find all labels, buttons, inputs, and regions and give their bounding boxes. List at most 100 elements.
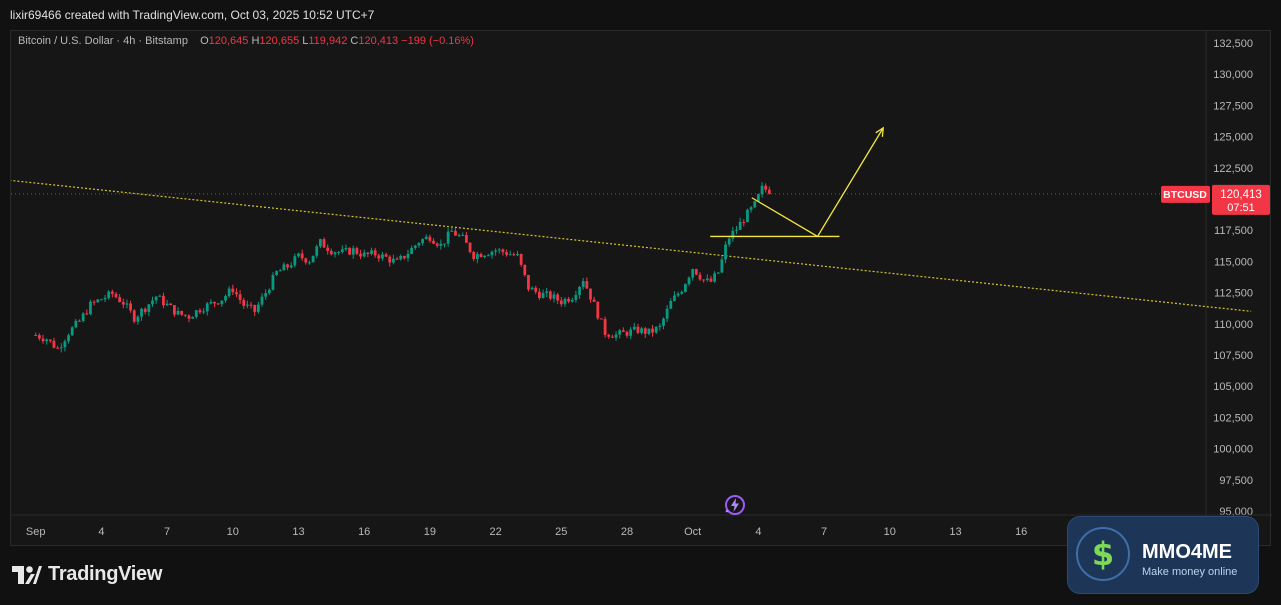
candle-body (607, 334, 611, 337)
candle (749, 206, 753, 213)
candle-body (753, 201, 757, 208)
candle-body (611, 336, 614, 338)
tradingview-logo-icon (12, 565, 42, 584)
candle (140, 307, 143, 321)
candle (271, 272, 275, 291)
candle-body (534, 287, 538, 292)
candle-body (355, 248, 359, 254)
candle-body (162, 295, 165, 306)
candle (621, 327, 625, 332)
candle-body (205, 303, 209, 312)
candle (636, 323, 640, 335)
candle-body (475, 254, 479, 260)
candle (180, 310, 184, 316)
candle (213, 301, 216, 308)
candle-body (92, 301, 96, 303)
lightning-boost-icon[interactable] (724, 494, 746, 516)
candle (224, 294, 227, 303)
candle-body (632, 326, 636, 330)
candle (465, 231, 468, 243)
candle-body (687, 277, 691, 285)
descending-trendline[interactable] (11, 179, 1252, 312)
candle-body (260, 296, 264, 305)
projection-path[interactable] (751, 127, 884, 238)
candle (673, 291, 676, 302)
candle-body (213, 301, 216, 304)
candle-body (698, 274, 702, 280)
tradingview-brand[interactable]: TradingView (12, 563, 162, 586)
candle (297, 252, 300, 258)
candle (625, 330, 629, 338)
candle-body (596, 301, 600, 319)
candle-body (658, 325, 662, 327)
candle (530, 286, 534, 290)
candle (45, 338, 49, 345)
candle-body (256, 304, 260, 312)
candle-body (669, 300, 673, 309)
price-chart[interactable]: 132,500130,000127,500125,000122,500120,0… (11, 31, 1272, 547)
candle-body (183, 314, 187, 316)
candle-body (545, 291, 549, 293)
price-tag-value: 120,413 (1220, 189, 1262, 201)
candle (359, 249, 362, 260)
candle (698, 272, 702, 281)
candle (691, 268, 695, 281)
candle (640, 326, 643, 335)
candle-body (311, 255, 315, 263)
candle-body (694, 269, 698, 275)
candle-body (235, 292, 238, 295)
candle-body (461, 235, 465, 237)
candle (501, 248, 505, 256)
candle-body (435, 243, 439, 246)
candle (267, 288, 271, 296)
candle (107, 290, 111, 300)
candle-body (340, 249, 344, 252)
candle-body (381, 254, 384, 259)
candle (227, 286, 231, 298)
y-tick-label: 107,500 (1213, 350, 1253, 362)
candle-body (468, 242, 472, 252)
watermark-title: MMO4ME (1142, 541, 1232, 563)
candle (260, 293, 264, 307)
candle-body (676, 293, 680, 296)
candle-body (760, 185, 764, 195)
candle (468, 242, 472, 254)
candle (249, 301, 253, 309)
ticker-tag (1161, 185, 1210, 203)
candle-body (173, 305, 176, 315)
candle (63, 339, 67, 352)
candle (658, 323, 662, 331)
candle-body (581, 281, 585, 287)
candle-body (705, 278, 709, 281)
y-tick-label: 132,500 (1213, 38, 1253, 50)
candle-body (486, 255, 490, 257)
candle (355, 246, 359, 256)
chart-pane[interactable]: 132,500130,000127,500125,000122,500120,0… (10, 30, 1272, 547)
candle-body (559, 300, 563, 305)
candle-body (242, 300, 246, 306)
candle-body (267, 289, 271, 294)
candle (235, 288, 238, 298)
y-tick-label: 110,000 (1214, 319, 1253, 331)
candle (475, 251, 479, 264)
candle-body (282, 264, 286, 271)
candle-body (516, 253, 519, 256)
candle (187, 314, 191, 323)
candle-body (720, 259, 724, 273)
candle-body (224, 296, 227, 301)
candle (450, 226, 454, 232)
candle (512, 252, 516, 257)
price-tag-countdown: 07:51 (1227, 202, 1255, 214)
candle-body (665, 308, 669, 319)
candle (242, 297, 246, 309)
candle (81, 311, 85, 323)
candle (100, 298, 103, 301)
candle (764, 183, 768, 193)
candle (483, 255, 487, 259)
candle-body (110, 291, 114, 294)
candle-body (738, 221, 742, 230)
candle (41, 334, 45, 344)
candle-body (643, 328, 647, 334)
candle-body (589, 288, 592, 300)
candle (78, 319, 81, 322)
